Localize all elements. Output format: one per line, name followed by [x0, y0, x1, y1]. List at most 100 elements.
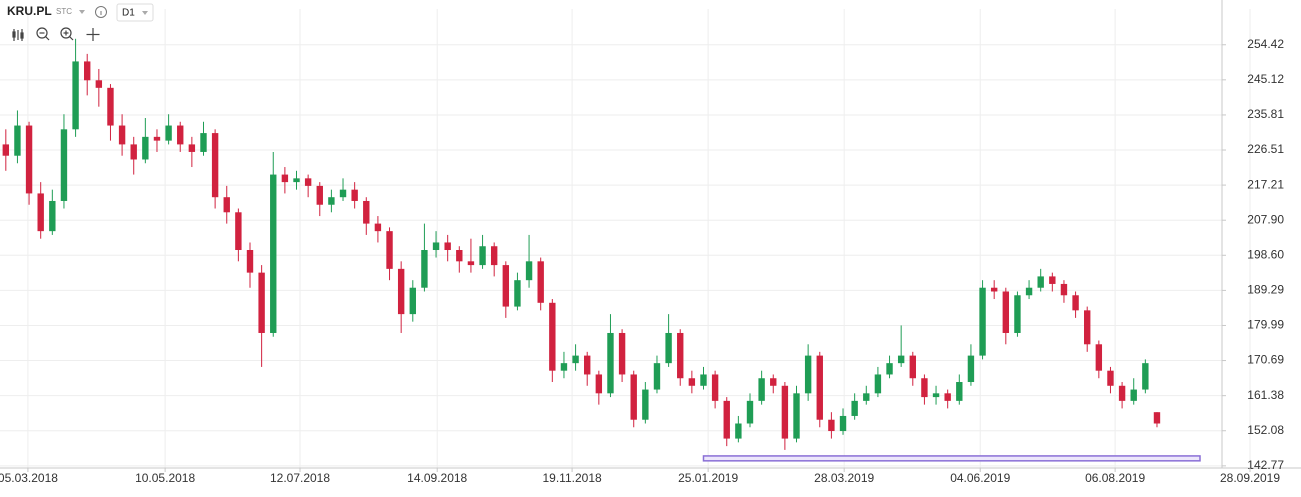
candle-body	[270, 174, 277, 333]
candle-body	[979, 287, 986, 356]
y-tick-label: 245.12	[1247, 72, 1284, 86]
x-tick-label: 14.09.2018	[407, 471, 467, 485]
interval-dropdown	[142, 11, 148, 15]
candle-body	[514, 280, 521, 307]
candle-body	[1072, 295, 1079, 311]
candle-body	[118, 125, 126, 145]
candle-body	[584, 355, 591, 375]
candle-body	[153, 136, 161, 141]
candle-body	[409, 287, 416, 315]
interval: D1	[122, 8, 135, 19]
candle-body	[595, 374, 603, 394]
candle-body	[49, 200, 56, 232]
x-tick-label: 28.03.2019	[814, 471, 874, 485]
candle-body	[956, 382, 963, 401]
candle-body	[165, 125, 172, 141]
candle-body	[293, 178, 300, 183]
candle-body	[653, 363, 661, 390]
symbol[interactable]: KRU.PL	[7, 4, 52, 18]
x-tick-label: 04.06.2019	[950, 471, 1010, 485]
candle-body	[572, 355, 579, 364]
info-icon[interactable]	[95, 6, 107, 18]
y-tick-label: 217.21	[1247, 177, 1284, 191]
market-dropdown[interactable]	[79, 10, 85, 14]
candle-body	[84, 61, 91, 81]
candle-body	[177, 125, 184, 145]
candle-body	[1060, 283, 1068, 296]
candle-body	[188, 144, 196, 152]
candle-body	[502, 265, 510, 307]
support-zone	[702, 455, 1201, 462]
candle-body	[839, 415, 847, 432]
candle-body	[490, 246, 498, 266]
candle-body	[130, 144, 137, 160]
candle-body	[967, 355, 975, 383]
candle-body	[828, 419, 835, 432]
x-tick-label: 06.08.2019	[1085, 471, 1145, 485]
candle-body	[642, 389, 649, 420]
candle-body	[444, 242, 451, 251]
candle-body	[1142, 363, 1149, 390]
candle-body	[607, 332, 614, 394]
candle-body	[688, 378, 696, 386]
candle-body	[723, 400, 730, 439]
candle-body	[397, 268, 405, 315]
candle-body	[235, 212, 242, 251]
candle-body	[804, 355, 812, 394]
candle-body	[932, 393, 940, 398]
candle-body	[1049, 276, 1056, 284]
candle-body	[200, 133, 207, 152]
candle-body	[886, 363, 893, 375]
candle-body	[630, 374, 637, 420]
candle-body	[1014, 295, 1021, 333]
candle-body	[258, 272, 265, 333]
candle-body	[944, 393, 951, 401]
candle-body	[95, 80, 103, 88]
candle-body	[909, 355, 916, 379]
y-tick-label: 254.42	[1247, 37, 1284, 51]
candle-body	[618, 332, 626, 375]
candle-body	[874, 374, 882, 394]
y-tick-label: 198.60	[1247, 247, 1284, 261]
candle-body	[525, 261, 533, 281]
candle-body	[781, 385, 789, 439]
chart-area	[0, 9, 1251, 468]
x-tick-label: 28.09.2019	[1220, 471, 1280, 485]
interval-select[interactable]	[116, 3, 154, 22]
candle-body	[735, 423, 742, 439]
candle-body	[374, 223, 382, 232]
candle-body	[1037, 276, 1044, 288]
candle-body	[142, 136, 149, 160]
candle-body	[421, 250, 428, 288]
candle-body	[677, 332, 684, 379]
chart-type-icon[interactable]	[12, 29, 24, 41]
candle-body	[107, 87, 114, 126]
candle-body	[72, 61, 79, 130]
candle-body	[665, 332, 672, 364]
candle-body	[1153, 412, 1161, 424]
candle-body	[746, 400, 754, 424]
zoom-in-icon[interactable]	[60, 27, 74, 41]
candle-body	[339, 189, 347, 198]
x-tick-label: 25.01.2019	[678, 471, 738, 485]
candle-body	[246, 250, 254, 273]
candle-body	[37, 193, 44, 232]
candle-body	[2, 144, 10, 156]
y-tick-label: 142.77	[1247, 458, 1284, 472]
y-tick-label: 235.81	[1247, 107, 1284, 121]
candle-body	[14, 125, 21, 156]
zoom-out-icon[interactable]	[36, 27, 50, 41]
candle-body	[700, 374, 707, 386]
candle-body	[363, 200, 370, 224]
candle-body	[386, 231, 393, 269]
candle-body	[990, 287, 998, 292]
x-tick-label: 12.07.2018	[270, 471, 330, 485]
x-tick-label: 10.05.2018	[135, 471, 195, 485]
candle-body	[711, 374, 719, 401]
candle-body	[1118, 385, 1126, 401]
candle-body	[1002, 291, 1010, 333]
pan-icon[interactable]	[86, 28, 100, 41]
candle-body	[432, 242, 440, 251]
x-tick-label: 19.11.2018	[543, 471, 602, 485]
